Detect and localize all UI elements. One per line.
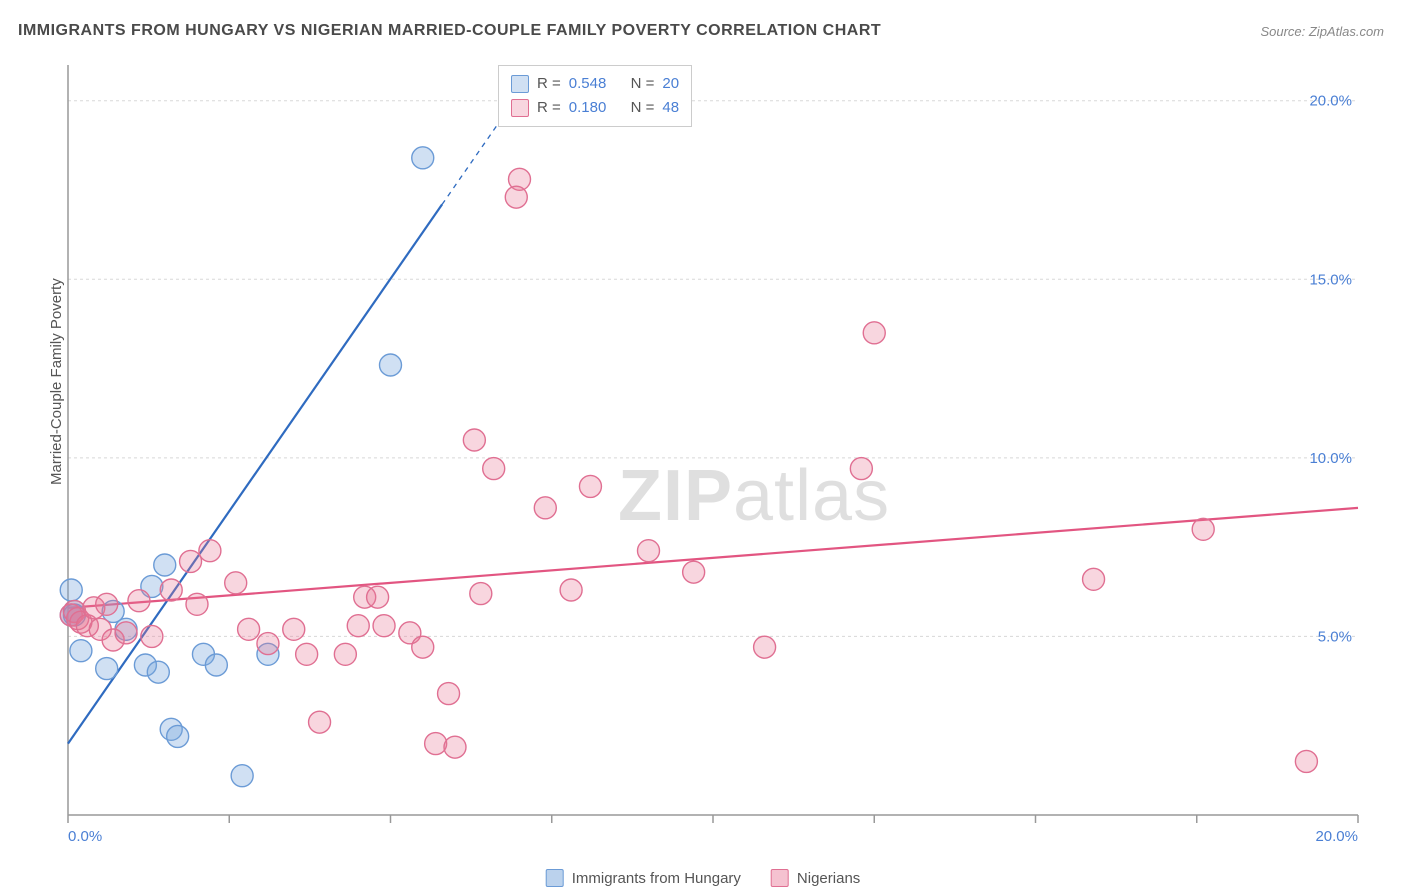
legend-item: Immigrants from Hungary: [546, 869, 741, 887]
source-attribution: Source: ZipAtlas.com: [1260, 24, 1384, 39]
y-axis-label: Married-Couple Family Poverty: [48, 278, 65, 485]
chart-title: IMMIGRANTS FROM HUNGARY VS NIGERIAN MARR…: [18, 22, 881, 40]
svg-text:15.0%: 15.0%: [1309, 271, 1352, 288]
stat-n-value: 48: [662, 96, 679, 120]
stat-n-value: 20: [662, 72, 679, 96]
legend-swatch: [771, 869, 789, 887]
stats-legend-box: R = 0.548 N = 20R = 0.180 N = 48: [498, 65, 692, 127]
legend-bottom: Immigrants from Hungary Nigerians: [546, 869, 861, 887]
stat-label-n: N =: [631, 72, 655, 96]
stat-label-n: N =: [631, 96, 655, 120]
svg-text:0.0%: 0.0%: [68, 828, 102, 845]
legend-label: Immigrants from Hungary: [572, 870, 741, 887]
stat-r-value: 0.180: [569, 96, 607, 120]
stats-row: R = 0.548 N = 20: [511, 72, 679, 96]
scatter-plot: 0.0% 20.0% 5.0% 10.0% 15.0% 20.0%: [48, 55, 1378, 845]
stats-row: R = 0.180 N = 48: [511, 96, 679, 120]
stat-label-r: R =: [537, 72, 561, 96]
svg-text:20.0%: 20.0%: [1309, 93, 1352, 110]
series-swatch: [511, 75, 529, 93]
svg-text:10.0%: 10.0%: [1309, 450, 1352, 467]
series-swatch: [511, 99, 529, 117]
legend-item: Nigerians: [771, 869, 860, 887]
chart-area: Married-Couple Family Poverty 0.0%20.0%5…: [48, 55, 1378, 837]
legend-swatch: [546, 869, 564, 887]
svg-text:20.0%: 20.0%: [1315, 828, 1358, 845]
stat-r-value: 0.548: [569, 72, 607, 96]
stat-label-r: R =: [537, 96, 561, 120]
svg-text:5.0%: 5.0%: [1318, 628, 1352, 645]
legend-label: Nigerians: [797, 870, 860, 887]
